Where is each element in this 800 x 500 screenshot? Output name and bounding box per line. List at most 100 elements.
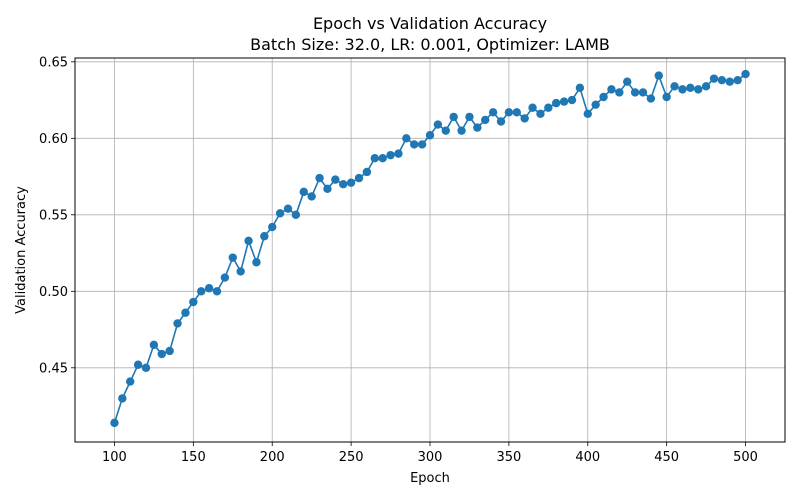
data-point <box>717 75 727 85</box>
data-point <box>709 74 719 83</box>
data-point <box>283 204 293 213</box>
data-point <box>544 103 553 112</box>
data-point <box>567 95 577 105</box>
data-point <box>741 69 750 79</box>
data-point <box>646 94 656 103</box>
data-point <box>275 209 285 218</box>
data-point <box>331 175 340 184</box>
chart-subtitle: Batch Size: 32.0, LR: 0.001, Optimizer: … <box>250 35 610 54</box>
data-point <box>126 377 135 386</box>
y-axis-label: Validation Accuracy <box>14 186 29 314</box>
data-point <box>670 82 679 91</box>
data-point <box>236 267 245 276</box>
x-tick-label: 100 <box>102 450 127 465</box>
data-point <box>315 173 324 183</box>
data-point <box>662 92 671 102</box>
data-point <box>204 284 214 293</box>
data-point <box>173 319 182 328</box>
data-point <box>402 134 411 143</box>
data-point <box>394 149 403 158</box>
grid <box>75 58 785 442</box>
plot-frame <box>74 57 786 443</box>
data-point <box>133 360 143 369</box>
y-axis-ticks: 0.45 0.50 0.55 0.60 0.65 <box>39 55 75 376</box>
data-point <box>725 77 734 86</box>
data-point <box>552 98 561 108</box>
data-point <box>638 88 648 97</box>
data-point <box>118 394 127 403</box>
chart-title: Epoch vs Validation Accuracy <box>313 14 547 33</box>
data-point <box>599 92 608 102</box>
data-point <box>496 117 506 126</box>
data-point <box>607 85 616 94</box>
data-point <box>583 109 592 119</box>
data-point <box>457 126 466 135</box>
data-point <box>623 77 632 86</box>
data-point <box>433 120 443 129</box>
data-point <box>449 112 458 122</box>
data-point <box>417 140 427 149</box>
data-point <box>425 131 435 140</box>
data-point <box>268 222 277 232</box>
y-tick-label: 0.60 <box>39 132 68 147</box>
y-tick-label: 0.55 <box>39 208 68 223</box>
x-tick-label: 250 <box>339 450 364 465</box>
data-point <box>141 363 151 373</box>
data-point <box>189 297 198 307</box>
data-point <box>252 258 261 267</box>
data-point <box>354 173 364 183</box>
data-point <box>291 210 301 220</box>
data-point <box>520 114 529 123</box>
data-point <box>441 126 450 135</box>
data-point <box>473 123 482 132</box>
data-point <box>110 418 119 428</box>
data-point <box>165 346 174 356</box>
data-point <box>481 115 490 125</box>
data-point <box>654 71 663 80</box>
data-point <box>323 184 332 194</box>
data-point <box>299 187 308 197</box>
data-point <box>197 287 206 296</box>
data-point <box>504 108 514 117</box>
y-tick-label: 0.50 <box>39 285 68 300</box>
data-point <box>149 340 159 350</box>
data-point <box>378 154 387 163</box>
data-point <box>694 85 703 94</box>
data-point <box>370 154 379 163</box>
data-point <box>465 112 474 122</box>
data-point <box>678 85 687 94</box>
data-point <box>410 140 419 149</box>
data-point <box>228 253 237 262</box>
data-point <box>575 83 585 93</box>
data-point <box>386 150 395 160</box>
x-tick-label: 200 <box>260 450 285 465</box>
data-point <box>157 349 166 359</box>
data-point <box>512 108 521 117</box>
data-point <box>701 82 711 91</box>
y-tick-label: 0.65 <box>39 55 68 70</box>
x-tick-label: 400 <box>575 450 600 465</box>
data-point <box>488 108 498 117</box>
data-point <box>212 287 222 296</box>
y-tick-label: 0.45 <box>39 361 68 376</box>
data-point <box>244 236 253 246</box>
x-tick-label: 450 <box>654 450 679 465</box>
data-point <box>686 83 695 93</box>
data-point <box>733 75 742 85</box>
data-point <box>536 109 545 119</box>
data-point <box>307 192 316 201</box>
x-tick-label: 150 <box>181 450 206 465</box>
data-point <box>346 178 356 187</box>
data-point <box>362 167 372 177</box>
x-axis-ticks: 100 150 200 250 300 350 400 450 500 <box>102 442 758 465</box>
x-tick-label: 350 <box>496 450 521 465</box>
data-point <box>630 88 640 97</box>
data-point <box>339 180 348 189</box>
data-point <box>528 103 537 112</box>
data-point <box>181 308 190 317</box>
x-tick-label: 300 <box>418 450 443 465</box>
data-point <box>559 97 569 106</box>
series-line <box>110 69 750 428</box>
data-point <box>260 232 269 241</box>
